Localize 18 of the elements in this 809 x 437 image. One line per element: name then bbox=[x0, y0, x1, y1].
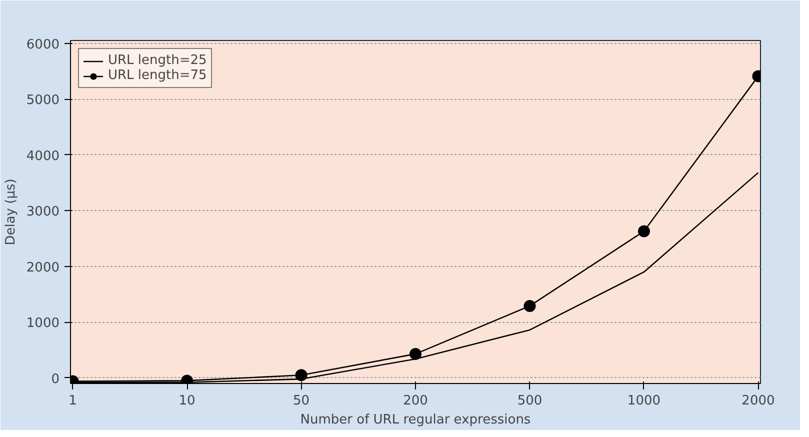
y-axis-title: Delay (µs) bbox=[3, 178, 18, 246]
legend-label: URL length=25 bbox=[108, 53, 207, 68]
x-tick-label: 1000 bbox=[627, 394, 661, 408]
y-tick-label: 5000 bbox=[26, 93, 60, 108]
y-tick-label: 0 bbox=[51, 372, 60, 387]
y-tick-label: 2000 bbox=[26, 260, 60, 276]
y-tick-label: 6000 bbox=[26, 37, 60, 52]
x-axis-title: Number of URL regular expressions bbox=[300, 412, 531, 428]
x-tick-label: 500 bbox=[517, 394, 542, 408]
y-tick-label: 3000 bbox=[26, 204, 60, 220]
y-tick-label: 1000 bbox=[26, 316, 60, 332]
x-tick-label: 50 bbox=[292, 394, 310, 408]
legend-label: URL length=75 bbox=[108, 68, 207, 83]
x-tick-label: 200 bbox=[403, 394, 428, 408]
x-tick-label: 1 bbox=[68, 394, 77, 408]
x-tick-label: 2000 bbox=[742, 394, 775, 408]
y-tick-label: 4000 bbox=[26, 148, 60, 164]
x-tick-label: 10 bbox=[178, 394, 196, 408]
